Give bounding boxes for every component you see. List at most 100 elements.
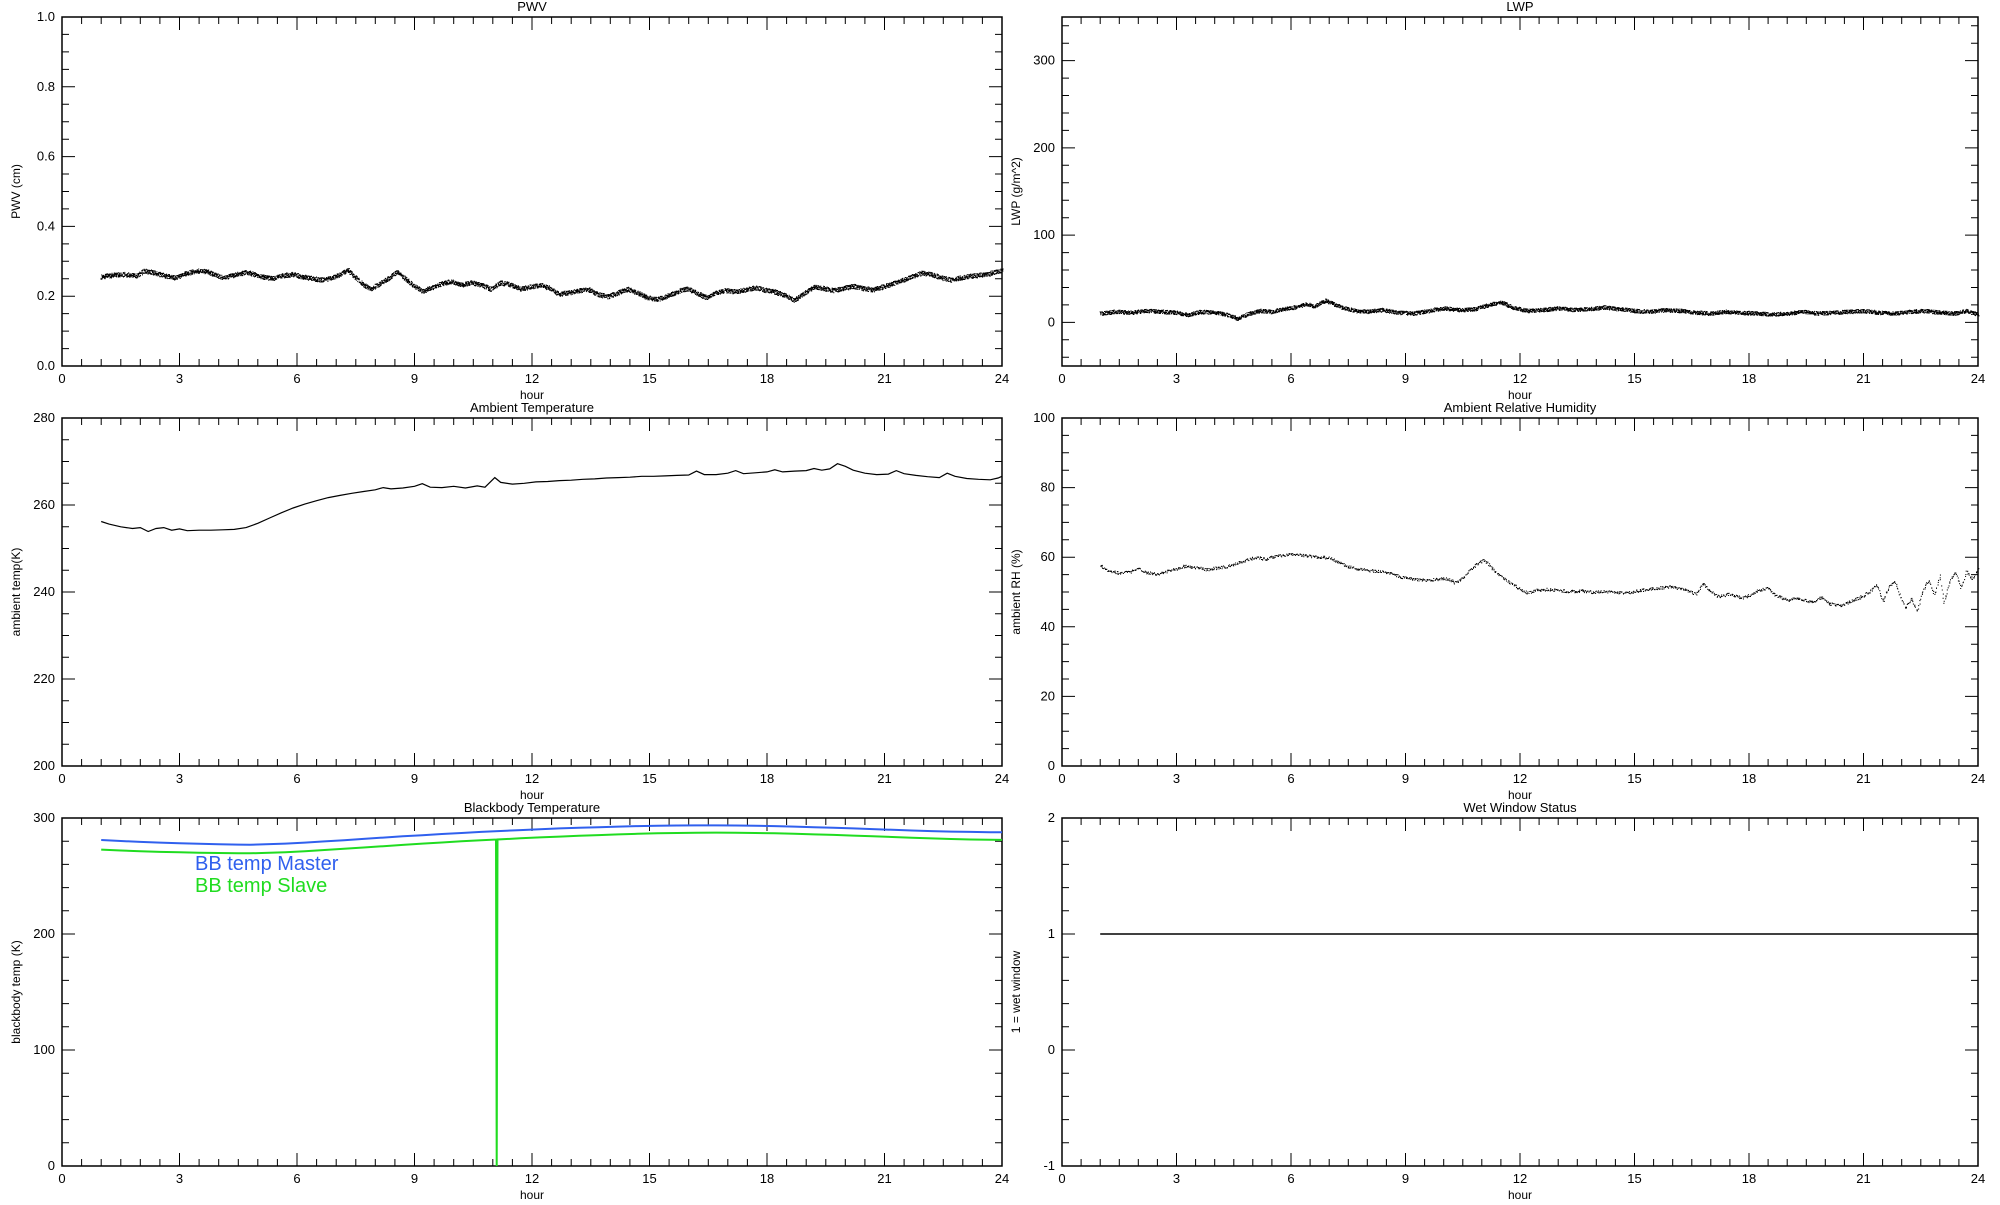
svg-text:40: 40 bbox=[1041, 619, 1055, 634]
svg-text:200: 200 bbox=[33, 758, 55, 773]
svg-text:0: 0 bbox=[1048, 758, 1055, 773]
svg-text:3: 3 bbox=[176, 1171, 183, 1186]
svg-text:9: 9 bbox=[1402, 371, 1409, 386]
svg-text:BB temp Slave: BB temp Slave bbox=[195, 875, 327, 897]
svg-text:BB temp Master: BB temp Master bbox=[195, 853, 339, 875]
svg-text:21: 21 bbox=[877, 771, 891, 786]
svg-text:ambient RH (%): ambient RH (%) bbox=[1009, 549, 1023, 634]
svg-text:0: 0 bbox=[58, 771, 65, 786]
svg-text:0.0: 0.0 bbox=[37, 358, 55, 373]
svg-text:hour: hour bbox=[520, 1188, 544, 1200]
svg-text:PWV (cm): PWV (cm) bbox=[9, 164, 23, 219]
svg-text:LWP (g/m^2): LWP (g/m^2) bbox=[1009, 157, 1023, 226]
svg-text:24: 24 bbox=[995, 771, 1009, 786]
svg-text:0: 0 bbox=[1058, 1171, 1065, 1186]
svg-text:24: 24 bbox=[1971, 771, 1985, 786]
svg-text:6: 6 bbox=[293, 771, 300, 786]
svg-text:Ambient Temperature: Ambient Temperature bbox=[470, 400, 594, 415]
svg-text:280: 280 bbox=[33, 410, 55, 425]
svg-text:0: 0 bbox=[58, 1171, 65, 1186]
svg-text:18: 18 bbox=[760, 1171, 774, 1186]
svg-text:12: 12 bbox=[525, 1171, 539, 1186]
svg-text:0: 0 bbox=[58, 371, 65, 386]
svg-text:15: 15 bbox=[1627, 371, 1641, 386]
svg-text:3: 3 bbox=[176, 371, 183, 386]
svg-text:18: 18 bbox=[760, 371, 774, 386]
svg-text:20: 20 bbox=[1041, 688, 1055, 703]
svg-text:21: 21 bbox=[1856, 1171, 1870, 1186]
svg-text:6: 6 bbox=[293, 371, 300, 386]
svg-text:18: 18 bbox=[1742, 771, 1756, 786]
svg-text:24: 24 bbox=[995, 371, 1009, 386]
svg-text:9: 9 bbox=[411, 1171, 418, 1186]
svg-text:0: 0 bbox=[1058, 371, 1065, 386]
svg-text:1: 1 bbox=[1048, 926, 1055, 941]
svg-text:9: 9 bbox=[1402, 771, 1409, 786]
svg-text:ambient temp(K): ambient temp(K) bbox=[9, 548, 23, 637]
svg-text:15: 15 bbox=[642, 1171, 656, 1186]
svg-text:21: 21 bbox=[1856, 771, 1870, 786]
svg-text:24: 24 bbox=[1971, 371, 1985, 386]
svg-text:60: 60 bbox=[1041, 549, 1055, 564]
svg-text:200: 200 bbox=[1033, 140, 1055, 155]
svg-text:200: 200 bbox=[33, 926, 55, 941]
svg-text:260: 260 bbox=[33, 497, 55, 512]
svg-text:9: 9 bbox=[1402, 1171, 1409, 1186]
svg-text:3: 3 bbox=[1173, 371, 1180, 386]
svg-text:12: 12 bbox=[525, 771, 539, 786]
svg-text:0.2: 0.2 bbox=[37, 288, 55, 303]
svg-text:0.6: 0.6 bbox=[37, 149, 55, 164]
svg-text:12: 12 bbox=[525, 371, 539, 386]
svg-text:18: 18 bbox=[1742, 371, 1756, 386]
svg-text:18: 18 bbox=[760, 771, 774, 786]
svg-text:12: 12 bbox=[1513, 771, 1527, 786]
svg-text:12: 12 bbox=[1513, 371, 1527, 386]
panel-lwp: 0 3 6 9 12 15 18 21 24 0 100 200 300 LWP hour LWP (g/m^… bbox=[1009, 0, 1985, 402]
svg-text:6: 6 bbox=[293, 1171, 300, 1186]
svg-text:0: 0 bbox=[1058, 771, 1065, 786]
svg-text:24: 24 bbox=[995, 1171, 1009, 1186]
svg-text:hour: hour bbox=[520, 788, 544, 802]
svg-text:21: 21 bbox=[877, 371, 891, 386]
svg-text:Ambient Relative Humidity: Ambient Relative Humidity bbox=[1444, 400, 1597, 415]
svg-text:Wet Window Status: Wet Window Status bbox=[1463, 800, 1577, 815]
panel-ambient-temperature: 0 3 6 9 12 15 18 21 24 200 220 240 260 280 Ambient Tem… bbox=[9, 400, 1009, 802]
svg-text:1 = wet window: 1 = wet window bbox=[1009, 950, 1023, 1033]
svg-text:6: 6 bbox=[1287, 371, 1294, 386]
svg-text:15: 15 bbox=[1627, 1171, 1641, 1186]
svg-text:15: 15 bbox=[642, 371, 656, 386]
svg-text:0: 0 bbox=[1048, 1042, 1055, 1057]
svg-text:100: 100 bbox=[1033, 410, 1055, 425]
svg-text:-1: -1 bbox=[1043, 1158, 1055, 1173]
svg-text:blackbody temp (K): blackbody temp (K) bbox=[9, 940, 23, 1043]
svg-text:6: 6 bbox=[1287, 771, 1294, 786]
svg-text:hour: hour bbox=[1508, 788, 1532, 802]
svg-text:15: 15 bbox=[1627, 771, 1641, 786]
svg-text:21: 21 bbox=[877, 1171, 891, 1186]
svg-text:300: 300 bbox=[1033, 53, 1055, 68]
svg-text:Blackbody Temperature: Blackbody Temperature bbox=[464, 800, 600, 815]
svg-text:hour: hour bbox=[1508, 388, 1532, 402]
svg-text:21: 21 bbox=[1856, 371, 1870, 386]
svg-text:15: 15 bbox=[642, 771, 656, 786]
svg-text:0: 0 bbox=[48, 1158, 55, 1173]
svg-text:9: 9 bbox=[411, 771, 418, 786]
svg-text:0: 0 bbox=[1048, 314, 1055, 329]
svg-text:18: 18 bbox=[1742, 1171, 1756, 1186]
svg-text:6: 6 bbox=[1287, 1171, 1294, 1186]
svg-text:300: 300 bbox=[33, 810, 55, 825]
svg-text:1.0: 1.0 bbox=[37, 9, 55, 24]
svg-text:240: 240 bbox=[33, 584, 55, 599]
svg-text:80: 80 bbox=[1041, 480, 1055, 495]
svg-text:0.8: 0.8 bbox=[37, 79, 55, 94]
svg-text:hour: hour bbox=[520, 388, 544, 402]
svg-text:100: 100 bbox=[1033, 227, 1055, 242]
svg-text:220: 220 bbox=[33, 671, 55, 686]
panel-ambient-relative-humidity: 0 3 6 9 12 15 18 21 24 0 20 40 60 80 100 Ambient Relati… bbox=[1009, 400, 1985, 802]
panel-blackbody-temperature: 0 3 6 9 12 15 18 21 24 0 100 200 300 Blackbody Temper… bbox=[9, 800, 1009, 1202]
svg-text:3: 3 bbox=[1173, 771, 1180, 786]
svg-text:100: 100 bbox=[33, 1042, 55, 1057]
